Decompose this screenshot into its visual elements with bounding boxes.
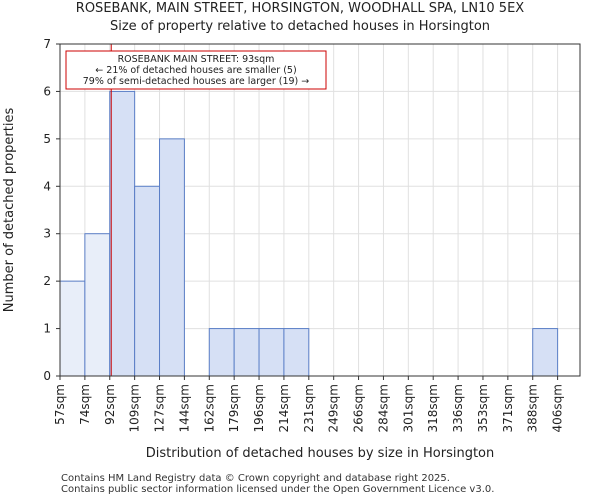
y-tick-label: 1 xyxy=(43,322,51,336)
x-axis-ticks: 57sqm 74sqm 92sqm 109sqm 127sqm 144sqm 162sqm 1… xyxy=(53,376,565,432)
bars xyxy=(59,90,559,377)
x-tick-label: 196sqm xyxy=(252,384,266,432)
x-tick-label: 57sqm xyxy=(53,384,67,425)
x-tick-label: 388sqm xyxy=(526,384,540,432)
x-tick-label: 249sqm xyxy=(327,384,341,432)
plot-frame xyxy=(59,43,581,377)
bar xyxy=(84,233,111,377)
footer-line1: Contains HM Land Registry data © Crown c… xyxy=(61,473,450,484)
bar xyxy=(258,328,285,377)
bar xyxy=(159,138,185,377)
y-tick-label: 0 xyxy=(43,369,51,383)
annotation-line3: 79% of semi-detached houses are larger (… xyxy=(83,76,310,87)
x-tick-label: 231sqm xyxy=(302,384,316,432)
y-tick-label: 3 xyxy=(43,227,51,241)
bar xyxy=(532,328,559,377)
y-tick-label: 2 xyxy=(43,274,51,288)
y-tick-label: 7 xyxy=(43,37,51,51)
annotation-line2: ← 21% of detached houses are smaller (5) xyxy=(95,65,296,76)
x-tick-label: 284sqm xyxy=(376,384,390,432)
annotation-rect xyxy=(65,50,327,90)
y-axis-label: Number of detached properties xyxy=(2,108,17,313)
y-axis-ticks: 0 1 2 3 4 5 6 7 xyxy=(43,37,60,383)
bar xyxy=(109,90,136,377)
chart-title-line2: Size of property relative to detached ho… xyxy=(109,19,491,34)
x-tick-label: 406sqm xyxy=(551,384,565,432)
bar xyxy=(134,185,161,377)
y-tick-label: 6 xyxy=(43,84,51,98)
x-tick-label: 318sqm xyxy=(426,384,440,432)
x-tick-label: 179sqm xyxy=(227,384,241,432)
x-tick-label: 144sqm xyxy=(177,384,191,432)
x-tick-label: 214sqm xyxy=(277,384,291,432)
x-axis-label: Distribution of detached houses by size … xyxy=(146,446,494,461)
x-tick-label: 127sqm xyxy=(153,384,167,432)
x-tick-label: 336sqm xyxy=(451,384,465,432)
y-tick-label: 4 xyxy=(43,179,51,193)
x-tick-label: 371sqm xyxy=(501,384,515,432)
annotation-line1: ROSEBANK MAIN STREET: 93sqm xyxy=(118,54,275,65)
y-tick-label: 5 xyxy=(43,132,51,146)
x-tick-label: 353sqm xyxy=(476,384,490,432)
annotation-box: ROSEBANK MAIN STREET: 93sqm ← 21% of det… xyxy=(65,50,327,90)
chart-title-line1: ROSEBANK, MAIN STREET, HORSINGTON, WOODH… xyxy=(75,1,525,16)
bar xyxy=(233,328,260,377)
bar xyxy=(208,328,235,377)
x-tick-label: 266sqm xyxy=(352,384,366,432)
x-tick-label: 109sqm xyxy=(128,384,142,432)
x-tick-label: 92sqm xyxy=(103,384,117,425)
bar xyxy=(283,328,310,377)
footer-line2: Contains public sector information licen… xyxy=(61,484,495,495)
bar xyxy=(59,280,86,377)
x-tick-label: 301sqm xyxy=(401,384,415,432)
x-tick-label: 162sqm xyxy=(202,384,216,432)
x-tick-label: 74sqm xyxy=(78,384,92,425)
